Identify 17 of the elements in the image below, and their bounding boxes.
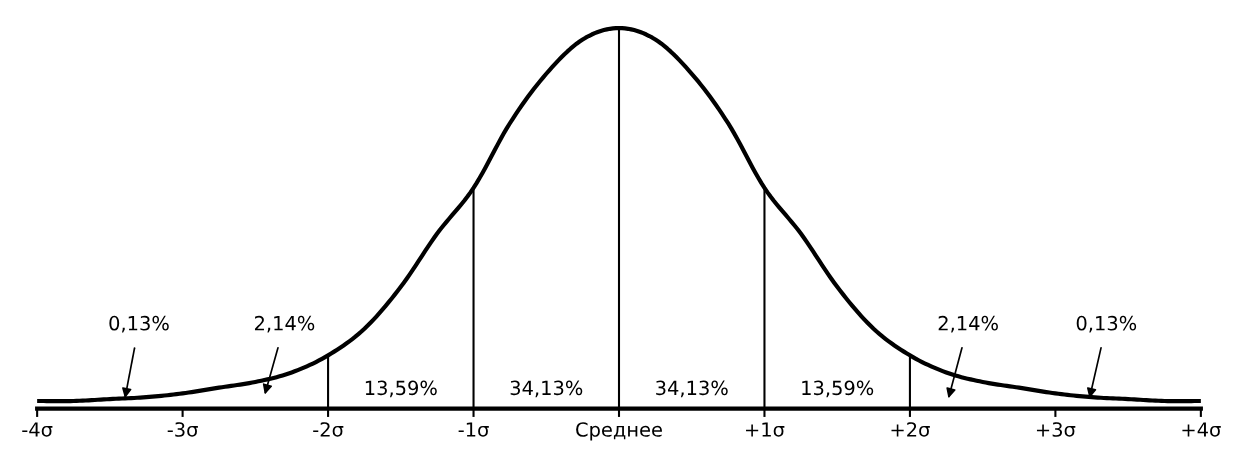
annotation: 13,59% — [802, 380, 874, 398]
annotation: 2,14% — [254, 315, 315, 333]
x-tick-label: +3σ — [1036, 422, 1076, 437]
x-tick-label: Среднее — [576, 422, 662, 441]
annotation: 0,13% — [109, 315, 169, 333]
x-tick-label: -4σ — [22, 422, 53, 437]
annotation: 34,13% — [656, 380, 728, 398]
x-tick-label: -2σ — [313, 422, 344, 437]
x-tick-label: -3σ — [167, 422, 198, 437]
annotation: 2,14% — [938, 315, 998, 333]
annotation: 0,13% — [1076, 315, 1137, 333]
annotation: 34,13% — [510, 380, 583, 398]
annotation: 13,59% — [365, 380, 437, 398]
x-tick-label: +1σ — [746, 422, 785, 437]
x-tick-label: +4σ — [1182, 422, 1221, 437]
x-tick-label: -1σ — [458, 422, 489, 437]
x-tick-label: +2σ — [891, 422, 930, 437]
